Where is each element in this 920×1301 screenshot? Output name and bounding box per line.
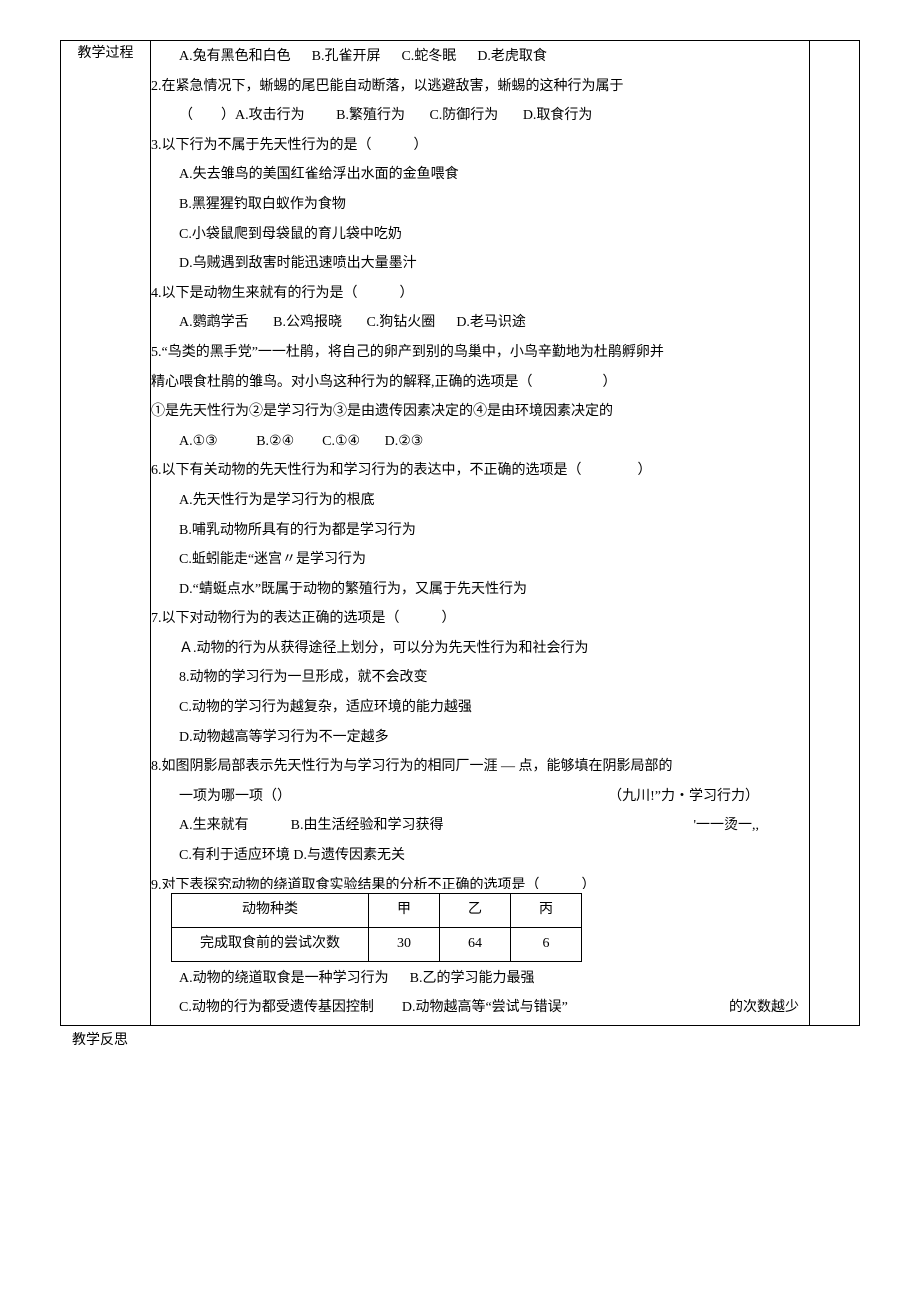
q9-td-3: 6	[511, 928, 582, 962]
q9-th-1: 甲	[369, 894, 440, 928]
q9-opt-a: A.动物的绕道取食是一种学习行为	[179, 971, 389, 986]
q3-opt-b: B.黑猩猩钓取白蚁作为食物	[151, 192, 809, 219]
q5-stem3: ①是先天性行为②是学习行为③是由遗传因素决定的④是由环境因素决定的	[151, 399, 809, 426]
q7-opt-d: D.动物越高等学习行为不一定越多	[151, 725, 809, 752]
q8-opt-b: B.由生活经验和学习获得	[291, 818, 444, 833]
q5-opt-b: B.②④	[256, 434, 294, 449]
right-empty-cell	[810, 41, 860, 1026]
q5-opt-c: C.①④	[322, 434, 360, 449]
q5-stem1: 5.“鸟类的黑手党”一一杜鹃，将自己的卵产到别的鸟巢中，小鸟辛勤地为杜鹃孵卵并	[151, 340, 809, 367]
q1-opt-a: A.兔有黑色和白色	[179, 49, 291, 64]
q5-opt-d: D.②③	[385, 434, 424, 449]
q8-line2: 一项为哪一项（） （九川!”力・学习行力）	[151, 784, 809, 811]
q9-opt-d: D.动物越高等“尝试与错误”	[402, 1000, 568, 1015]
q2-opt-d: D.取食行为	[523, 108, 593, 123]
q1-opt-d: D.老虎取食	[477, 49, 547, 64]
q2-opt-c: C.防御行为	[429, 108, 498, 123]
q8-line2a: 一项为哪一项（）	[179, 784, 291, 811]
q4-stem: 4.以下是动物生来就有的行为是（ ）	[151, 281, 809, 308]
q2-stem: 2.在紧急情况下，蜥蜴的尾巴能自动断落，以逃避敌害，蜥蜴的这种行为属于	[151, 74, 809, 101]
q9-opt-b: B.乙的学习能力最强	[410, 971, 535, 986]
q6-opt-d: D.“蜻蜓点水”既属于动物的繁殖行为，又属于先天性行为	[151, 577, 809, 604]
q9-opts-ab: A.动物的绕道取食是一种学习行为 B.乙的学习能力最强	[179, 966, 809, 993]
q2-opt-b: B.繁殖行为	[336, 108, 405, 123]
q9-th-0: 动物种类	[172, 894, 369, 928]
q5-stem2: 精心喂食杜鹃的雏鸟。对小鸟这种行为的解释,正确的选项是（ ）	[151, 370, 809, 397]
q9-opt-c: C.动物的行为都受遗传基因控制	[179, 1000, 374, 1015]
q8-line2b: （九川!”力・学习行力）	[608, 784, 759, 811]
q9-td-2: 64	[440, 928, 511, 962]
q9-td-1: 30	[369, 928, 440, 962]
left-label-cell: 教学过程	[61, 41, 151, 1026]
q4-opt-b: B.公鸡报晓	[273, 315, 342, 330]
q9-tail: 的次数越少	[729, 995, 799, 1022]
q8-extra: '一一烫一,,	[693, 813, 759, 840]
q7-opt-c: C.动物的学习行为越复杂，适应环境的能力越强	[151, 695, 809, 722]
q7-stem: 7.以下对动物行为的表达正确的选项是（ ）	[151, 606, 809, 633]
q8-stem: 8.如图阴影局部表示先天性行为与学习行为的相同厂一涯 — 点，能够填在阴影局部的	[151, 754, 809, 781]
left-label: 教学过程	[78, 46, 134, 61]
q3-opt-c: C.小袋鼠爬到母袋鼠的育儿袋中吃奶	[151, 222, 809, 249]
q9-th-2: 乙	[440, 894, 511, 928]
reflect-label: 教学反思	[60, 1028, 860, 1055]
q7-opt-a: Ａ.动物的行为从获得途径上划分，可以分为先天性行为和社会行为	[151, 636, 809, 663]
q4-opt-c: C.狗钻火圈	[366, 315, 435, 330]
q4-opt-a: A.鹦鹉学舌	[179, 315, 249, 330]
q1-options: A.兔有黑色和白色 B.孔雀开屏 C.蛇冬眠 D.老虎取食	[151, 44, 809, 71]
q6-stem: 6.以下有关动物的先天性行为和学习行为的表达中，不正确的选项是（ ）	[151, 458, 809, 485]
q3-opt-a: A.失去雏鸟的美国红雀给浮出水面的金鱼喂食	[151, 162, 809, 189]
q8-opt-a: A.生来就有	[179, 818, 249, 833]
q3-stem: 3.以下行为不属于先天性行为的是（ ）	[151, 133, 809, 160]
q1-opt-c: C.蛇冬眠	[401, 49, 456, 64]
content-cell: A.兔有黑色和白色 B.孔雀开屏 C.蛇冬眠 D.老虎取食 2.在紧急情况下，蜥…	[151, 41, 810, 1026]
q6-opt-a: A.先天性行为是学习行为的根底	[151, 488, 809, 515]
q4-options: A.鹦鹉学舌 B.公鸡报晓 C.狗钻火圈 D.老马识途	[151, 310, 809, 337]
q3-opt-d: D.乌贼遇到敌害时能迅速喷出大量墨汁	[151, 251, 809, 278]
q9-table: 动物种类 甲 乙 丙 完成取食前的尝试次数 30 64 6	[171, 893, 582, 961]
q5-opt-a: A.①③	[179, 434, 218, 449]
q9-opts-cd: C.动物的行为都受遗传基因控制 D.动物越高等“尝试与错误” 的次数越少	[179, 995, 809, 1022]
q9-stem: 9.对下表探究动物的绕道取食实验结果的分析不正确的选项是（ ）	[151, 873, 809, 890]
q6-opt-b: B.哺乳动物所具有的行为都是学习行为	[151, 518, 809, 545]
q2-options: （ ）A.攻击行为 B.繁殖行为 C.防御行为 D.取食行为	[151, 103, 809, 130]
q9-th-3: 丙	[511, 894, 582, 928]
q5-options: A.①③ B.②④ C.①④ D.②③	[151, 429, 809, 456]
q8-opt-c: C.有利于适应环境 D.与遗传因素无关	[151, 843, 809, 870]
q8-opts-ab: A.生来就有 B.由生活经验和学习获得 '一一烫一,,	[151, 813, 809, 840]
main-table: 教学过程 A.兔有黑色和白色 B.孔雀开屏 C.蛇冬眠 D.老虎取食 2.在紧急…	[60, 40, 860, 1026]
q2-opt-a: （ ）A.攻击行为	[179, 108, 305, 123]
q4-opt-d: D.老马识途	[456, 315, 526, 330]
q9-td-0: 完成取食前的尝试次数	[172, 928, 369, 962]
q1-opt-b: B.孔雀开屏	[312, 49, 381, 64]
q6-opt-c: C.蚯蚓能走“迷宫〃是学习行为	[151, 547, 809, 574]
q7-opt-b: 8.动物的学习行为一旦形成，就不会改变	[151, 665, 809, 692]
